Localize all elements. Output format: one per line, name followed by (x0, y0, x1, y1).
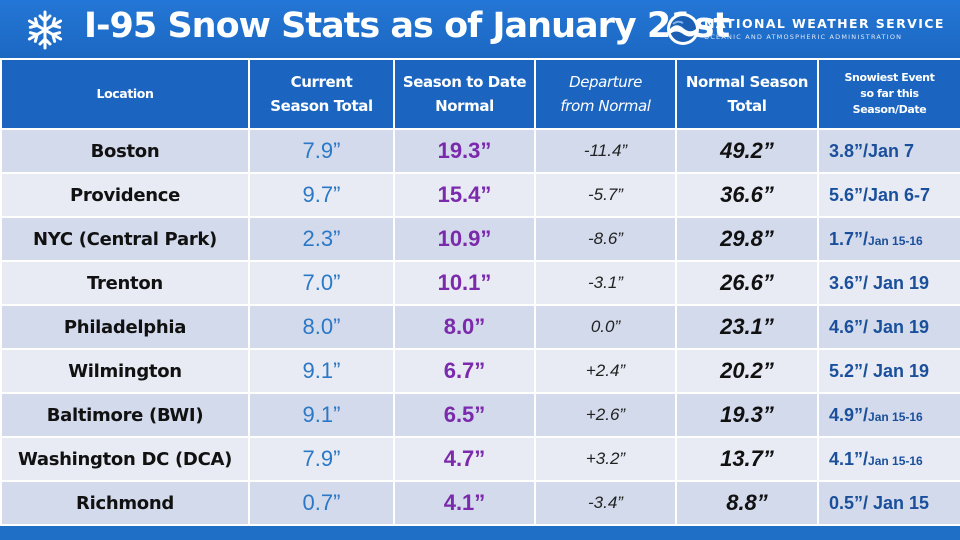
normal-season-total-cell: 29.8” (675, 216, 819, 262)
snow-stats-table: Location Current Season Total Season to D… (0, 58, 960, 526)
snowiest-amount: 0.5”/ (829, 492, 869, 513)
snowiest-event-cell: 5.6”/Jan 6-7 (817, 172, 960, 218)
snowiest-amount: 4.1”/ (829, 448, 869, 469)
snowiest-event-cell: 4.1”/Jan 15-16 (817, 436, 960, 482)
departure-cell: +2.6” (534, 392, 677, 438)
location-cell: Philadelphia (0, 304, 250, 350)
snowiest-event-cell: 1.7”/Jan 15-16 (817, 216, 960, 262)
snowiest-amount: 1.7”/ (829, 228, 869, 249)
normal-season-total-cell: 26.6” (675, 260, 819, 306)
header-bar: I-95 Snow Stats as of January 21st NATIO… (0, 0, 960, 58)
snowiest-date: Jan 7 (868, 140, 915, 161)
table-row: Philadelphia 8.0” 8.0” 0.0” 23.1” 4.6”/ Jan 1… (0, 304, 960, 350)
current-total-cell: 9.1” (248, 348, 395, 394)
col-header-current: Current Season Total (248, 58, 395, 130)
season-to-date-normal-cell: 10.1” (393, 260, 536, 306)
location-cell: NYC (Central Park) (0, 216, 250, 262)
snowiest-date: Jan 19 (868, 316, 930, 337)
snowiest-event-cell: 4.9”/Jan 15-16 (817, 392, 960, 438)
snowiest-event-cell: 0.5”/ Jan 15 (817, 480, 960, 526)
season-to-date-normal-cell: 4.7” (393, 436, 536, 482)
table-header-row: Location Current Season Total Season to D… (0, 58, 960, 130)
snowiest-event-cell: 3.8”/Jan 7 (817, 128, 960, 174)
col-header-snowiest: Snowiest Event so far this Season/Date (817, 58, 960, 130)
table-row: Baltimore (BWI) 9.1” 6.5” +2.6” 19.3” 4.9”/Ja… (0, 392, 960, 438)
normal-season-total-cell: 36.6” (675, 172, 819, 218)
current-total-cell: 0.7” (248, 480, 395, 526)
snowiest-amount: 3.6”/ (829, 272, 869, 293)
location-cell: Providence (0, 172, 250, 218)
table-row: Washington DC (DCA) 7.9” 4.7” +3.2” 13.7” 4.1… (0, 436, 960, 482)
snowiest-date: Jan 19 (868, 360, 930, 381)
season-to-date-normal-cell: 10.9” (393, 216, 536, 262)
snowiest-date: Jan 6-7 (868, 184, 931, 205)
current-total-cell: 9.1” (248, 392, 395, 438)
col-header-season-total: Normal Season Total (675, 58, 819, 130)
noaa-logo (667, 13, 699, 45)
col-header-normal: Season to Date Normal (393, 58, 536, 130)
snowiest-date: Jan 15-16 (868, 453, 923, 468)
normal-season-total-cell: 13.7” (675, 436, 819, 482)
snowiest-event-cell: 5.2”/ Jan 19 (817, 348, 960, 394)
departure-cell: -11.4” (534, 128, 677, 174)
snowiest-amount: 3.8”/ (829, 140, 869, 161)
normal-season-total-cell: 19.3” (675, 392, 819, 438)
season-to-date-normal-cell: 8.0” (393, 304, 536, 350)
location-cell: Boston (0, 128, 250, 174)
normal-season-total-cell: 23.1” (675, 304, 819, 350)
snowiest-amount: 4.9”/ (829, 404, 869, 425)
location-cell: Trenton (0, 260, 250, 306)
season-to-date-normal-cell: 19.3” (393, 128, 536, 174)
snowiest-event-cell: 3.6”/ Jan 19 (817, 260, 960, 306)
current-total-cell: 2.3” (248, 216, 395, 262)
org-subtitle: OCEANIC AND ATMOSPHERIC ADMINISTRATION (704, 33, 903, 41)
snowiest-amount: 5.6”/ (829, 184, 869, 205)
snowiest-date: Jan 19 (868, 272, 930, 293)
page-title: I-95 Snow Stats as of January 21st (84, 6, 730, 46)
departure-cell: -3.4” (534, 480, 677, 526)
table-row: Boston 7.9” 19.3” -11.4” 49.2” 3.8”/Jan 7 (0, 128, 960, 174)
table-row: Richmond 0.7” 4.1” -3.4” 8.8” 0.5”/ Jan 15 (0, 480, 960, 526)
table-row: NYC (Central Park) 2.3” 10.9” -8.6” 29.8” 1.7… (0, 216, 960, 262)
current-total-cell: 7.9” (248, 128, 395, 174)
departure-cell: -3.1” (534, 260, 677, 306)
location-cell: Washington DC (DCA) (0, 436, 250, 482)
table-row: Providence 9.7” 15.4” -5.7” 36.6” 5.6”/Jan 6-… (0, 172, 960, 218)
col-header-departure: Departure from Normal (534, 58, 677, 130)
snowiest-event-cell: 4.6”/ Jan 19 (817, 304, 960, 350)
table-row: Wilmington 9.1” 6.7” +2.4” 20.2” 5.2”/ Jan 19 (0, 348, 960, 394)
season-to-date-normal-cell: 4.1” (393, 480, 536, 526)
snowflake-icon (27, 10, 63, 50)
col-header-location: Location (0, 58, 250, 130)
snowiest-amount: 4.6”/ (829, 316, 869, 337)
table-row: Trenton 7.0” 10.1” -3.1” 26.6” 3.6”/ Jan 19 (0, 260, 960, 306)
normal-season-total-cell: 49.2” (675, 128, 819, 174)
season-to-date-normal-cell: 6.7” (393, 348, 536, 394)
location-cell: Richmond (0, 480, 250, 526)
departure-cell: +3.2” (534, 436, 677, 482)
org-name: NATIONAL WEATHER SERVICE (704, 16, 945, 31)
snowiest-date: Jan 15 (868, 492, 930, 513)
departure-cell: -5.7” (534, 172, 677, 218)
location-cell: Wilmington (0, 348, 250, 394)
departure-cell: 0.0” (534, 304, 677, 350)
current-total-cell: 8.0” (248, 304, 395, 350)
season-to-date-normal-cell: 15.4” (393, 172, 536, 218)
snowiest-amount: 5.2”/ (829, 360, 869, 381)
current-total-cell: 7.0” (248, 260, 395, 306)
departure-cell: +2.4” (534, 348, 677, 394)
location-cell: Baltimore (BWI) (0, 392, 250, 438)
current-total-cell: 9.7” (248, 172, 395, 218)
current-total-cell: 7.9” (248, 436, 395, 482)
departure-cell: -8.6” (534, 216, 677, 262)
season-to-date-normal-cell: 6.5” (393, 392, 536, 438)
normal-season-total-cell: 8.8” (675, 480, 819, 526)
snowiest-date: Jan 15-16 (868, 233, 923, 248)
snowiest-date: Jan 15-16 (868, 409, 923, 424)
normal-season-total-cell: 20.2” (675, 348, 819, 394)
